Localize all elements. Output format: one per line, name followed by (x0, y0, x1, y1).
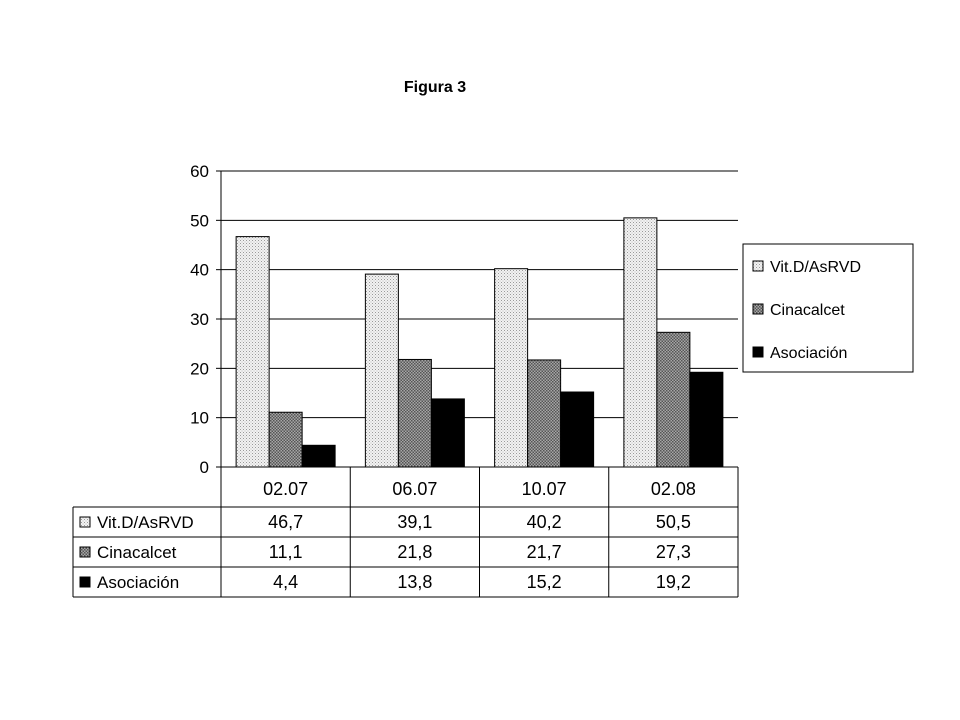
table-value: 50,5 (656, 512, 691, 532)
y-tick-label: 30 (190, 310, 209, 329)
table-value: 15,2 (527, 572, 562, 592)
data-table: 02.07 06.07 10.07 02.08 Vit.D/AsRVD 46,7 39,1 4… (72, 466, 739, 598)
category-label: 02.07 (263, 479, 308, 499)
legend-box (742, 243, 914, 373)
row-swatch (79, 516, 91, 528)
legend-swatch (752, 260, 764, 272)
legend-label: Vit.D/AsRVD (770, 259, 861, 276)
bar (430, 398, 465, 468)
legend-swatch (752, 303, 764, 315)
category-label: 10.07 (522, 479, 567, 499)
row-label: Vit.D/AsRVD (97, 513, 194, 532)
bars (235, 217, 724, 468)
y-tick-label: 50 (190, 211, 209, 230)
table-value: 11,1 (269, 542, 303, 562)
bar (560, 391, 595, 468)
table-value: 21,8 (397, 542, 432, 562)
bar (689, 371, 724, 468)
bar (494, 268, 529, 468)
table-value: 39,1 (397, 512, 432, 532)
table-value: 40,2 (527, 512, 562, 532)
bar (301, 444, 336, 468)
y-tick-label: 0 (200, 458, 209, 477)
legend-label: Cinacalcet (770, 302, 845, 319)
figure-title: Figura 3 (403, 79, 467, 96)
y-tick-label: 10 (190, 409, 209, 428)
legend: Vit.D/AsRVD Cinacalcet Asociación (742, 243, 914, 373)
bar (397, 358, 432, 468)
table-value: 13,8 (397, 572, 432, 592)
legend-swatch (752, 346, 764, 358)
legend-label: Asociación (770, 345, 847, 362)
table-value: 27,3 (656, 542, 691, 562)
bar (527, 359, 562, 468)
category-label: 06.07 (392, 479, 437, 499)
table-value: 46,7 (268, 512, 303, 532)
y-axis: 0 10 20 30 40 50 60 (190, 162, 222, 477)
row-swatch (79, 546, 91, 558)
table-value: 4,4 (273, 572, 298, 592)
y-tick-label: 60 (190, 162, 209, 181)
category-label: 02.08 (651, 479, 696, 499)
row-label: Asociación (97, 573, 179, 592)
bar (656, 331, 691, 468)
row-swatch (79, 576, 91, 588)
row-label: Cinacalcet (97, 543, 177, 562)
y-tick-label: 40 (190, 261, 209, 280)
bar (268, 411, 303, 468)
table-value: 21,7 (527, 542, 562, 562)
bar (364, 273, 399, 468)
bar (235, 236, 270, 468)
y-tick-label: 20 (190, 359, 209, 378)
table-value: 19,2 (656, 572, 691, 592)
bar (623, 217, 658, 468)
